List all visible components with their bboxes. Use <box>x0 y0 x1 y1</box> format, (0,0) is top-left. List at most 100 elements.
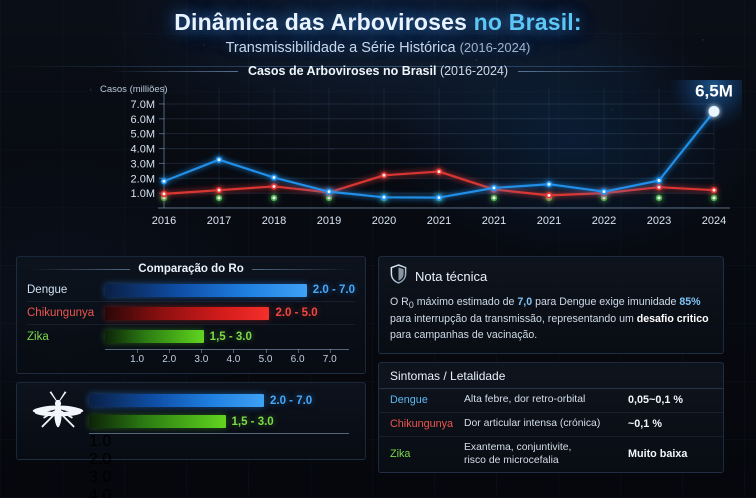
axis-tick-label: 3.0 <box>89 469 112 486</box>
svg-text:2017: 2017 <box>207 215 231 227</box>
r0-track-zika: 1,5 - 3.0 <box>105 325 355 348</box>
axis-tick-label: 4.0 <box>89 487 112 498</box>
header: Dinâmica das Arboviroses no Brasil: Tran… <box>0 0 756 56</box>
axis-tick-label: 5.0 <box>258 354 273 365</box>
mosquito-value-zika: 1,5 - 3.0 <box>231 415 274 428</box>
note-highlight-immunity: 85% <box>679 296 701 308</box>
page-subtitle-text: Transmissibilidade a Série Histórica <box>225 40 456 56</box>
r0-axis: 1.0 2.0 3.0 4.0 5.0 6.0 7.0 <box>27 349 355 369</box>
r0-track-chikungunya: 2.0 - 5.0 <box>105 302 355 325</box>
symptoms-name-zika: Zika <box>390 448 411 461</box>
table-row[interactable]: Dengue Alta febre, dor retro-orbital 0,0… <box>379 389 723 413</box>
axis-tick <box>265 349 267 353</box>
mosquito-axis: 1.02.03.04.05.06.07.0 <box>89 433 355 498</box>
r0-bar-chikungunya <box>105 306 270 320</box>
note-r0-subscript: 0 <box>408 300 414 311</box>
svg-text:6,5M: 6,5M <box>695 81 733 100</box>
svg-text:4.0M: 4.0M <box>131 144 155 156</box>
mosquito-panel: 2.0 - 7.0 1,5 - 3.0 1.02.03.04.05.0 <box>16 382 366 498</box>
svg-text:7.0M: 7.0M <box>131 99 155 111</box>
r0-value-dengue: 2.0 - 7.0 <box>312 284 355 296</box>
r0-row-chikungunya[interactable]: Chikungunya 2.0 - 5.0 <box>27 302 355 325</box>
r0-value-chikungunya: 2.0 - 5.0 <box>275 307 318 319</box>
r0-value-zika: 1,5 - 3.0 <box>209 330 252 343</box>
r0-comparison-panel: Comparação do Ro Dengue 2.0 - 7.0 Chikun… <box>16 256 366 374</box>
axis-tick <box>137 349 139 353</box>
svg-text:3.0M: 3.0M <box>131 158 155 170</box>
note-highlight-r0: 7,0 <box>517 296 533 308</box>
technical-note-title: Nota técnica <box>415 269 488 284</box>
axis-tick-label: 2.0 <box>89 451 112 468</box>
axis-tick <box>201 349 203 353</box>
note-text-4: para interrupção da transmissão, represe… <box>390 313 637 326</box>
svg-text:1.0M: 1.0M <box>131 188 155 200</box>
svg-text:2024: 2024 <box>702 215 726 227</box>
page-title-main: Dinâmica das Arboviroses <box>174 9 468 35</box>
left-column: Comparação do Ro Dengue 2.0 - 7.0 Chikun… <box>16 256 366 498</box>
mosquito-track-zika: 1,5 - 3.0 <box>89 411 355 432</box>
note-text-1: O R <box>390 296 409 308</box>
lethality-zika: Muito baixa <box>628 448 688 461</box>
axis-tick <box>297 349 299 353</box>
svg-text:2020: 2020 <box>372 215 396 227</box>
svg-text:2022: 2022 <box>592 215 616 227</box>
lethality-chikungunya: ~0,1 % <box>628 418 662 431</box>
r0-label-dengue: Dengue <box>27 284 68 296</box>
svg-text:2019: 2019 <box>317 215 341 227</box>
mosquito-row-zika[interactable]: 1,5 - 3.0 <box>89 411 355 432</box>
r0-label-zika: Zika <box>27 330 49 343</box>
r0-bar-dengue <box>105 283 307 297</box>
page-title-accent: no Brasil: <box>473 9 582 35</box>
line-chart-svg: 1.0M 2.0M 3.0M 4.0M 5.0M 6.0M 7.0M 2016 2017 2018… <box>131 80 742 227</box>
axis-tick-label: 2.0 <box>162 354 177 365</box>
y-axis-label: Casos (milliões) <box>100 84 168 95</box>
r0-row-zika[interactable]: Zika 1,5 - 3.0 <box>27 325 355 348</box>
axis-tick-label: 1.0 <box>130 354 145 365</box>
symptoms-desc-dengue: Alta febre, dor retro-orbital <box>464 394 586 406</box>
symptoms-name-chikungunya: Chikungunya <box>390 418 454 431</box>
table-row[interactable]: Chikungunya Dor articular intensa (cróni… <box>379 413 723 437</box>
svg-text:2021: 2021 <box>427 215 451 227</box>
note-text-5: para campanhas de vacinação. <box>390 328 538 341</box>
svg-text:2016: 2016 <box>152 215 176 227</box>
line-chart-title-years: (2016-2024) <box>439 64 509 78</box>
symptoms-name-dengue: Dengue <box>390 394 428 407</box>
page-subtitle: Transmissibilidade a Série Histórica (20… <box>0 40 756 56</box>
svg-text:2021: 2021 <box>482 215 506 227</box>
note-text-3: para Dengue exige imunidade <box>532 296 680 308</box>
r0-rule-right <box>251 268 353 270</box>
chart-title-rule-right <box>518 70 647 72</box>
axis-tick-label: 3.0 <box>194 354 209 365</box>
bottom-section: Comparação do Ro Dengue 2.0 - 7.0 Chikun… <box>0 252 756 498</box>
axis-tick-label: 1.0 <box>89 433 112 450</box>
svg-text:2021: 2021 <box>537 215 561 227</box>
axis-tick <box>329 349 331 353</box>
technical-note-body: O R0 máximo estimado de 7,0 para Dengue … <box>390 295 712 344</box>
axis-tick <box>233 349 235 353</box>
mosquito-icon <box>27 389 89 433</box>
header-divider <box>0 66 756 67</box>
page-title: Dinâmica das Arboviroses no Brasil: <box>0 9 756 36</box>
svg-text:2.0M: 2.0M <box>131 173 155 185</box>
page-subtitle-years: (2016-2024) <box>459 40 531 55</box>
technical-note-panel: Nota técnica O R0 máximo estimado de 7,0… <box>378 256 724 354</box>
technical-note-header: Nota técnica <box>390 264 712 289</box>
r0-panel-header: Comparação do Ro <box>17 257 365 277</box>
r0-label-chikungunya: Chikungunya <box>27 307 95 319</box>
r0-bar-zika <box>105 330 204 343</box>
mosquito-row-dengue[interactable]: 2.0 - 7.0 <box>89 390 355 411</box>
symptoms-table: Sintomas / Letalidade Dengue Alta febre,… <box>378 361 724 473</box>
r0-row-dengue[interactable]: Dengue 2.0 - 7.0 <box>27 279 355 302</box>
table-row[interactable]: Zika Exantema, conjuntivite, risco de mi… <box>379 437 723 472</box>
svg-text:5.0M: 5.0M <box>131 129 155 141</box>
line-chart: Casos (milliões) 1.0M 2.0M 3.0M 4.0M 5.0M 6.0… <box>14 80 742 252</box>
symptoms-desc-chikungunya: Dor articular intensa (crónica) <box>464 418 601 430</box>
chart-title-rule-left <box>109 70 238 72</box>
line-chart-title-text: Casos de Arboviroses no Brasil <box>247 64 437 78</box>
note-text-2: máximo estimado de <box>413 296 518 308</box>
svg-text:6.0M: 6.0M <box>131 114 155 126</box>
mosquito-bars: 2.0 - 7.0 1,5 - 3.0 <box>89 390 355 432</box>
line-chart-header: Casos de Arboviroses no Brasil (2016-202… <box>0 64 756 78</box>
lethality-dengue: 0,05~0,1 % <box>628 394 683 407</box>
